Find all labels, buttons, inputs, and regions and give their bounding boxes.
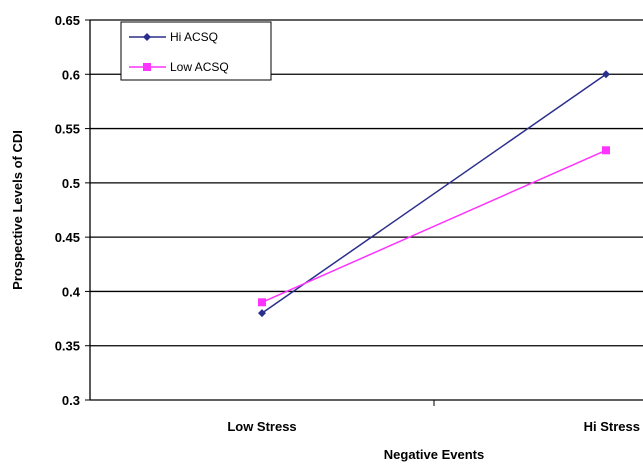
legend-label: Low ACSQ xyxy=(170,60,229,74)
data-point xyxy=(602,70,610,79)
x-tick-label: Low Stress xyxy=(227,419,296,434)
y-axis-title: Prospective Levels of CDI xyxy=(10,130,25,290)
data-point xyxy=(602,146,610,155)
y-tick-label: 0.55 xyxy=(55,122,80,137)
y-tick-label: 0.45 xyxy=(55,230,80,245)
x-tick-labels: Low Stress Hi Stress xyxy=(227,419,640,434)
y-tick-label: 0.3 xyxy=(62,393,80,408)
x-tick-label: Hi Stress xyxy=(584,419,640,434)
y-tick-labels: 0.3 0.35 0.4 0.45 0.5 0.55 0.6 0.65 xyxy=(55,13,81,408)
legend-marker xyxy=(143,63,151,71)
y-tick-label: 0.4 xyxy=(62,284,81,299)
data-point xyxy=(258,298,266,307)
legend-marker xyxy=(143,33,151,41)
axes xyxy=(85,19,643,406)
series-line-1 xyxy=(261,149,607,303)
y-tick-label: 0.5 xyxy=(62,176,80,191)
y-tick-label: 0.6 xyxy=(62,67,80,82)
legend-label: Hi ACSQ xyxy=(170,30,218,44)
legend: Hi ACSQ Low ACSQ xyxy=(120,21,272,81)
x-axis-title: Negative Events xyxy=(384,447,484,462)
data-point xyxy=(258,309,266,318)
y-tick-label: 0.35 xyxy=(55,339,80,354)
legend-box xyxy=(120,21,272,81)
y-tick-label: 0.65 xyxy=(55,13,80,28)
series-line-0 xyxy=(261,73,607,314)
series-lines xyxy=(258,70,610,318)
